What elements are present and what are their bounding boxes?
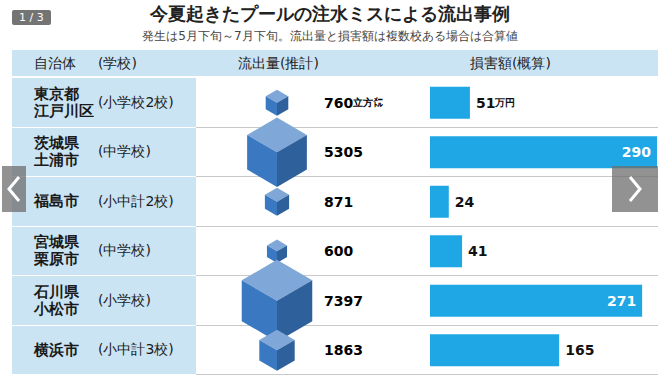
html-text:(小中計2校): (小中計2校) — [98, 192, 174, 209]
svg-text:7397: 7397 — [324, 293, 363, 309]
html-text:(小学校): (小学校) — [98, 291, 151, 308]
svg-text:290: 290 — [622, 144, 651, 160]
html-text:発生は5月下旬～7月下旬。流出量と損害額は複数校ある場合は合: 発生は5月下旬～7月下旬。流出量と損害額は複数校ある場合は合算値 — [142, 29, 518, 43]
svg-text:24: 24 — [455, 194, 475, 210]
html-text:1 / 3: 1 / 3 — [19, 11, 44, 24]
html-text:損害額(概算): 損害額(概算) — [470, 55, 551, 71]
html-text:茨城県: 茨城県 — [34, 134, 79, 153]
svg-text:600: 600 — [324, 243, 353, 259]
svg-text:立方㍍: 立方㍍ — [352, 96, 384, 108]
html-text:東京都: 東京都 — [34, 84, 79, 103]
html-text:(学校): (学校) — [98, 55, 137, 71]
html-text:(小中計3校): (小中計3校) — [98, 341, 174, 358]
svg-text:万円: 万円 — [494, 97, 515, 108]
svg-text:271: 271 — [607, 293, 636, 309]
svg-text:5305: 5305 — [324, 144, 363, 160]
html-text:石川県: 石川県 — [34, 282, 79, 301]
html-text:横浜市: 横浜市 — [34, 340, 79, 359]
svg-text:165: 165 — [565, 342, 594, 358]
html-text:江戸川区 (小学校2校): 江戸川区 (小学校2校) — [34, 93, 174, 120]
html-text:小松市: 小松市 — [34, 299, 79, 318]
html-text:自治体: 自治体 — [34, 55, 76, 71]
svg-text:760: 760 — [324, 95, 353, 111]
svg-text:871: 871 — [324, 194, 353, 210]
html-text:流出量(推計): 流出量(推計) — [238, 55, 319, 71]
html-text:福島市: 福島市 — [34, 192, 79, 211]
html-text:(中学校): (中学校) — [98, 143, 151, 160]
svg-text:41: 41 — [468, 243, 487, 259]
svg-text:51: 51 — [476, 95, 495, 111]
html-text:(中学校): (中学校) — [98, 242, 151, 259]
html-text:宮城県: 宮城県 — [34, 233, 79, 252]
html-text:今夏起きたプールの注水ミスによる流出事例: 今夏起きたプールの注水ミスによる流出事例 — [150, 3, 510, 24]
html-text:栗原市: 栗原市 — [34, 250, 79, 269]
svg-text:1863: 1863 — [324, 342, 363, 358]
html-text:土浦市: 土浦市 — [34, 151, 79, 170]
